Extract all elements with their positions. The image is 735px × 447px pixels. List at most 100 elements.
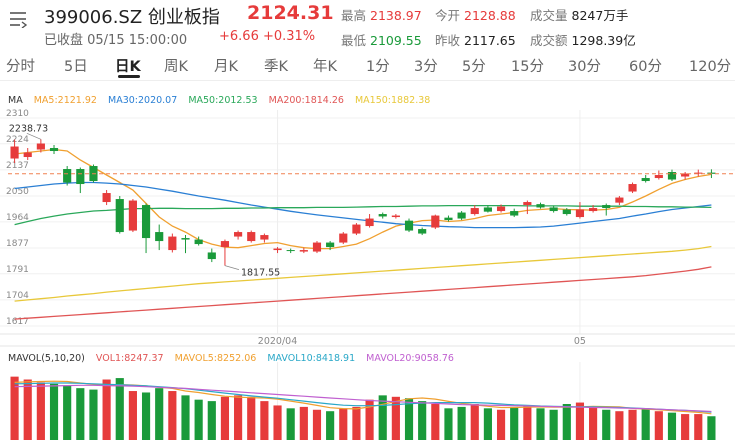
tab-weekly-k[interactable]: 周K <box>164 59 189 75</box>
tab-monthly-k[interactable]: 月K <box>214 59 239 75</box>
ma-line-ma200 <box>14 266 712 320</box>
y-tick-label: 1704 <box>6 291 29 301</box>
volume-bar <box>681 414 690 440</box>
candle-body <box>207 252 216 260</box>
y-tick-label: 2310 <box>6 109 29 119</box>
tab-15min[interactable]: 15分 <box>511 59 544 75</box>
stat-low: 最低 2109.55 <box>341 33 422 48</box>
mavol5-legend: MAVOL5:8252.06 <box>174 353 257 364</box>
candle-body <box>391 215 400 218</box>
volume-bar <box>168 391 177 440</box>
volume-bar <box>76 388 85 440</box>
candle-body <box>286 250 295 252</box>
volume-bar <box>654 411 663 440</box>
candle-body <box>234 232 243 237</box>
tab-5day[interactable]: 5日 <box>64 59 88 75</box>
vol1-legend: VOL1:8247.37 <box>95 353 164 364</box>
volume-bar <box>707 416 716 440</box>
candle-body <box>589 208 598 212</box>
candle-body <box>76 169 85 185</box>
tab-intraday[interactable]: 分时 <box>6 59 35 75</box>
tab-120min[interactable]: 120分 <box>689 59 732 75</box>
ma-line-ma30 <box>14 181 712 229</box>
volume-bar <box>234 395 243 440</box>
tab-1min[interactable]: 1分 <box>366 59 390 75</box>
tab-daily-k[interactable]: 日K <box>115 59 141 75</box>
tab-5min[interactable]: 5分 <box>462 59 486 75</box>
candle-body <box>654 175 663 179</box>
y-tick-label: 2137 <box>6 161 29 171</box>
volume-bar <box>128 391 137 440</box>
candle-body <box>10 146 19 159</box>
candle-body <box>523 202 532 206</box>
volume-bar <box>615 411 624 440</box>
tab-30min[interactable]: 30分 <box>568 59 601 75</box>
candle-body <box>667 172 677 180</box>
candle-body <box>404 220 414 231</box>
volume-bar <box>352 406 361 440</box>
candle-body <box>681 173 690 177</box>
candle-body <box>641 178 650 182</box>
volume-bar <box>260 401 269 440</box>
volume-bar <box>49 383 59 440</box>
volume-bar <box>181 395 190 440</box>
tab-yearly-k[interactable]: 年K <box>313 59 338 75</box>
candle-body <box>431 215 440 228</box>
stat-turnover: 成交额 1298.39亿 <box>530 33 636 48</box>
volume-bar <box>194 399 203 440</box>
volume-bar <box>115 378 124 440</box>
candle-body <box>483 207 492 212</box>
candle-body <box>220 241 230 248</box>
low-annotation: 1817.55 <box>241 268 280 279</box>
tab-quarterly-k[interactable]: 季K <box>264 59 289 75</box>
candle-body <box>102 193 111 203</box>
volume-bar <box>602 409 611 440</box>
tab-3min[interactable]: 3分 <box>414 59 438 75</box>
volume-bar <box>141 392 151 440</box>
volume-bar <box>549 409 558 440</box>
mavol-line-mavol20 <box>14 384 712 413</box>
candle-body <box>418 229 427 234</box>
market-status: 已收盘 05/15 15:00:00 <box>44 33 188 48</box>
volume-bar <box>155 388 164 440</box>
x-tick-label: 05 <box>574 336 586 347</box>
y-tick-label: 1791 <box>6 265 29 275</box>
candle-body <box>155 232 164 242</box>
volume-bar <box>102 379 111 440</box>
candle-body <box>496 206 506 212</box>
stat-prev-close: 昨收 2117.65 <box>435 33 516 48</box>
tab-60min[interactable]: 60分 <box>629 59 662 75</box>
volume-bar <box>207 401 216 440</box>
candle-body <box>575 209 585 218</box>
candle-body <box>141 205 151 239</box>
candle-body <box>260 235 269 240</box>
volume-bar <box>628 409 637 440</box>
candle-body <box>299 250 308 252</box>
ma200-legend: MA200:1814.26 <box>268 95 344 106</box>
volume-bar <box>444 408 453 440</box>
volume-bar <box>339 408 348 440</box>
volume-bar <box>36 382 45 440</box>
ma-line-ma150 <box>14 245 712 302</box>
candle-body <box>470 208 479 215</box>
x-tick-label: 2020/04 <box>258 336 297 347</box>
volume-bar <box>378 395 387 440</box>
volume-bar <box>404 398 414 440</box>
volume-bar <box>694 414 703 440</box>
candle-body <box>562 209 571 215</box>
quote-header: 399006.SZ 创业板指 2124.31 已收盘 05/15 15:00:0… <box>0 0 735 50</box>
mavol10-legend: MAVOL10:8418.91 <box>267 353 356 364</box>
candle-body <box>694 172 703 174</box>
stat-open: 今开 2128.88 <box>435 8 516 23</box>
y-tick-label: 1964 <box>6 213 29 223</box>
candle-body <box>128 200 137 231</box>
volume-bar <box>89 389 98 440</box>
volume-bar <box>667 412 677 440</box>
annotation-leader <box>26 132 42 140</box>
volume-bar <box>312 409 322 440</box>
volume-bar <box>299 406 308 440</box>
mavol20-legend: MAVOL20:9058.76 <box>366 353 454 364</box>
candle-body <box>194 239 203 245</box>
menu-icon[interactable] <box>9 10 27 28</box>
